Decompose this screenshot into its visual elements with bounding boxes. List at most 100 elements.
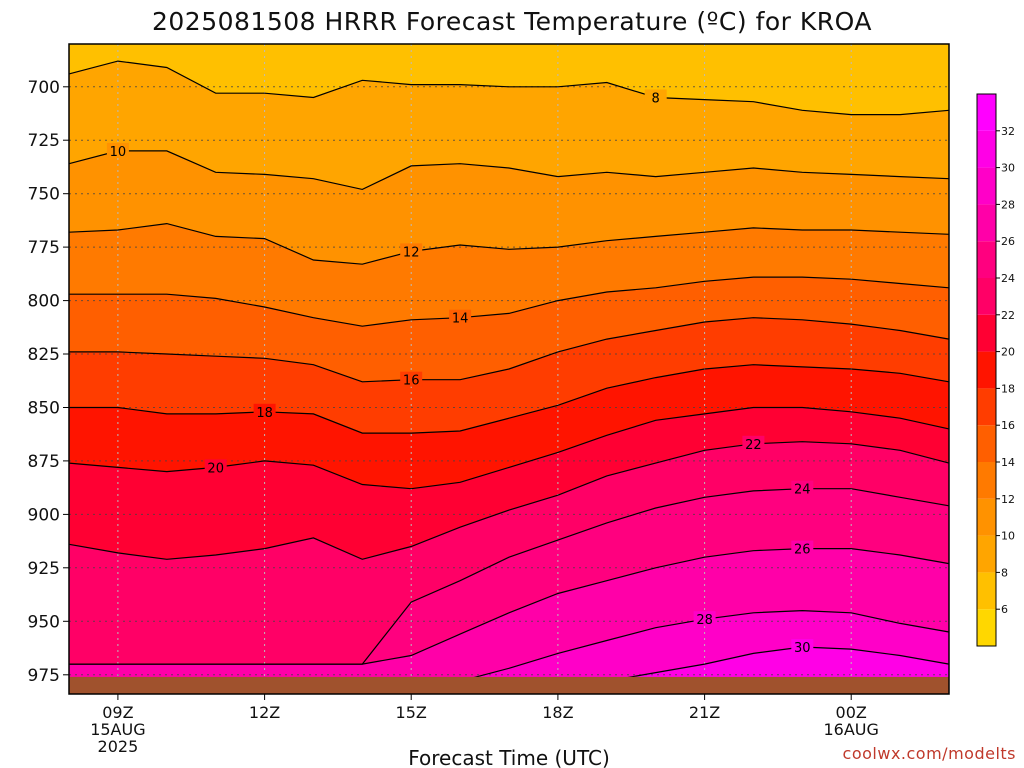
isotherm-label-24: 24 xyxy=(794,483,811,498)
isotherm-label-18: 18 xyxy=(256,406,273,421)
colorbar-tick-label-10: 10 xyxy=(1001,530,1015,543)
colorbar: 6 8 10 12 14 16 18 20 22 24 26 28 30 32 xyxy=(976,93,1015,647)
colorbar-swatch-16-18 xyxy=(977,388,996,426)
temp-band-12-14 xyxy=(69,223,949,327)
x-axis-label: Forecast Time (UTC) xyxy=(408,746,610,768)
x-tick-label-09Z-0: 09Z xyxy=(102,703,133,722)
colorbar-tick-label-30: 30 xyxy=(1001,162,1015,175)
temp-band-14-16 xyxy=(69,277,949,382)
colorbar-swatch-12-14 xyxy=(977,462,996,499)
isotherm-label-bg-14 xyxy=(449,309,472,325)
colorbar-tick-label-6: 6 xyxy=(1001,603,1008,616)
temp-band-below-8 xyxy=(69,44,949,115)
y-tick-label-725: 725 xyxy=(28,131,60,151)
y-tick-label-875: 875 xyxy=(28,452,60,472)
y-tick-label-750: 750 xyxy=(28,185,60,205)
temp-band-18-20 xyxy=(69,364,949,489)
isotherm-18 xyxy=(69,364,950,434)
isotherm-label-22: 22 xyxy=(745,438,762,453)
colorbar-tick-label-22: 22 xyxy=(1001,309,1015,322)
ground-layer xyxy=(69,676,949,694)
colorbar-swatch-8-10 xyxy=(977,535,996,573)
temp-band-22-24 xyxy=(69,441,949,665)
isotherm-label-bg-8 xyxy=(644,89,667,105)
x-tick-label-21Z-0: 21Z xyxy=(689,703,720,722)
isotherm-14 xyxy=(69,276,950,327)
chart-title: 2025081508 HRRR Forecast Temperature (ºC… xyxy=(152,7,872,36)
colorbar-tick-label-26: 26 xyxy=(1001,235,1015,248)
x-tick-label-12Z-0: 12Z xyxy=(249,703,280,722)
colorbar-swatch-10-12 xyxy=(977,498,996,536)
colorbar-swatch-30-32 xyxy=(977,130,996,168)
plot-frame xyxy=(68,43,950,695)
isotherm-label-bg-24 xyxy=(791,480,814,496)
colorbar-tick-label-18: 18 xyxy=(1001,382,1015,395)
isotherm-10 xyxy=(68,150,950,191)
isotherm-label-8: 8 xyxy=(652,92,660,107)
colorbar-tick-label-14: 14 xyxy=(1001,456,1015,469)
isotherm-label-12: 12 xyxy=(403,245,420,260)
x-tick-label-00Z-1: 16AUG xyxy=(823,720,878,739)
temp-band-16-18 xyxy=(69,317,949,434)
colorbar-swatch-20-22 xyxy=(977,314,996,352)
pressure-axis: 700 725 750 775 800 825 850 875 900 925 950 975 xyxy=(28,78,69,686)
y-tick-label-950: 950 xyxy=(28,612,60,632)
x-tick-label-15Z-0: 15Z xyxy=(396,703,427,722)
credit-text: coolwx.com/modelts xyxy=(843,744,1016,763)
temp-band-26-28 xyxy=(69,548,949,682)
colorbar-swatch-18-20 xyxy=(977,351,996,389)
colorbar-swatch-6-8 xyxy=(977,572,996,610)
colorbar-swatch-26-28 xyxy=(977,204,996,242)
isotherm-label-bg-20 xyxy=(204,459,227,475)
colorbar-frame xyxy=(976,93,997,647)
y-tick-label-700: 700 xyxy=(28,78,60,98)
temp-band-28-30 xyxy=(69,610,949,682)
isotherm-label-28: 28 xyxy=(696,613,713,628)
grid-lines xyxy=(69,44,949,694)
colorbar-swatch-4-6 xyxy=(977,609,996,646)
colorbar-swatch-28-30 xyxy=(977,167,996,205)
colorbar-swatch-24-26 xyxy=(977,241,996,278)
isotherm-22 xyxy=(68,441,950,560)
colorbar-tick-label-20: 20 xyxy=(1001,346,1015,359)
colorbar-tick-label-16: 16 xyxy=(1001,419,1015,432)
isotherm-label-bg-18 xyxy=(253,403,276,419)
temp-band-20-22 xyxy=(69,407,949,560)
y-tick-label-800: 800 xyxy=(28,292,60,312)
isotherm-label-bg-30 xyxy=(791,639,814,654)
isotherm-label-bg-22 xyxy=(742,435,765,451)
isotherm-label-bg-16 xyxy=(400,371,423,387)
isotherm-12 xyxy=(68,222,950,265)
isotherm-label-10: 10 xyxy=(110,145,127,160)
isotherm-label-bg-28 xyxy=(693,611,716,627)
isotherm-16 xyxy=(69,317,950,383)
isotherm-label-20: 20 xyxy=(207,461,224,476)
x-tick-label-00Z-0: 00Z xyxy=(836,703,867,722)
colorbar-tick-label-24: 24 xyxy=(1001,272,1015,285)
isotherm-label-bg-10 xyxy=(106,142,129,158)
colorbar-tick-label-12: 12 xyxy=(1001,493,1015,506)
isotherm-label-30: 30 xyxy=(794,641,811,656)
isotherm-label-16: 16 xyxy=(403,374,420,389)
ground-fill xyxy=(69,676,949,694)
y-tick-label-825: 825 xyxy=(28,345,60,365)
colorbar-tick-label-8: 8 xyxy=(1001,566,1008,579)
y-tick-label-900: 900 xyxy=(28,505,60,525)
isotherm-label-bg-26 xyxy=(791,540,814,556)
colorbar-tick-label-28: 28 xyxy=(1001,198,1015,211)
colorbar-tick-label-32: 32 xyxy=(1001,125,1015,138)
x-tick-label-09Z-1: 15AUG xyxy=(90,720,145,739)
colorbar-swatch-32-34 xyxy=(977,94,996,131)
isotherm-label-26: 26 xyxy=(794,543,811,558)
y-tick-label-925: 925 xyxy=(28,559,60,579)
temp-band-24-26 xyxy=(69,488,949,665)
y-tick-label-775: 775 xyxy=(28,238,60,258)
y-tick-label-850: 850 xyxy=(28,399,60,419)
colorbar-swatch-22-24 xyxy=(977,278,996,315)
temp-band-8-10 xyxy=(69,61,949,190)
x-tick-label-18Z-0: 18Z xyxy=(542,703,573,722)
temp-band-10-12 xyxy=(69,150,949,265)
x-tick-label-09Z-2: 2025 xyxy=(98,737,139,756)
